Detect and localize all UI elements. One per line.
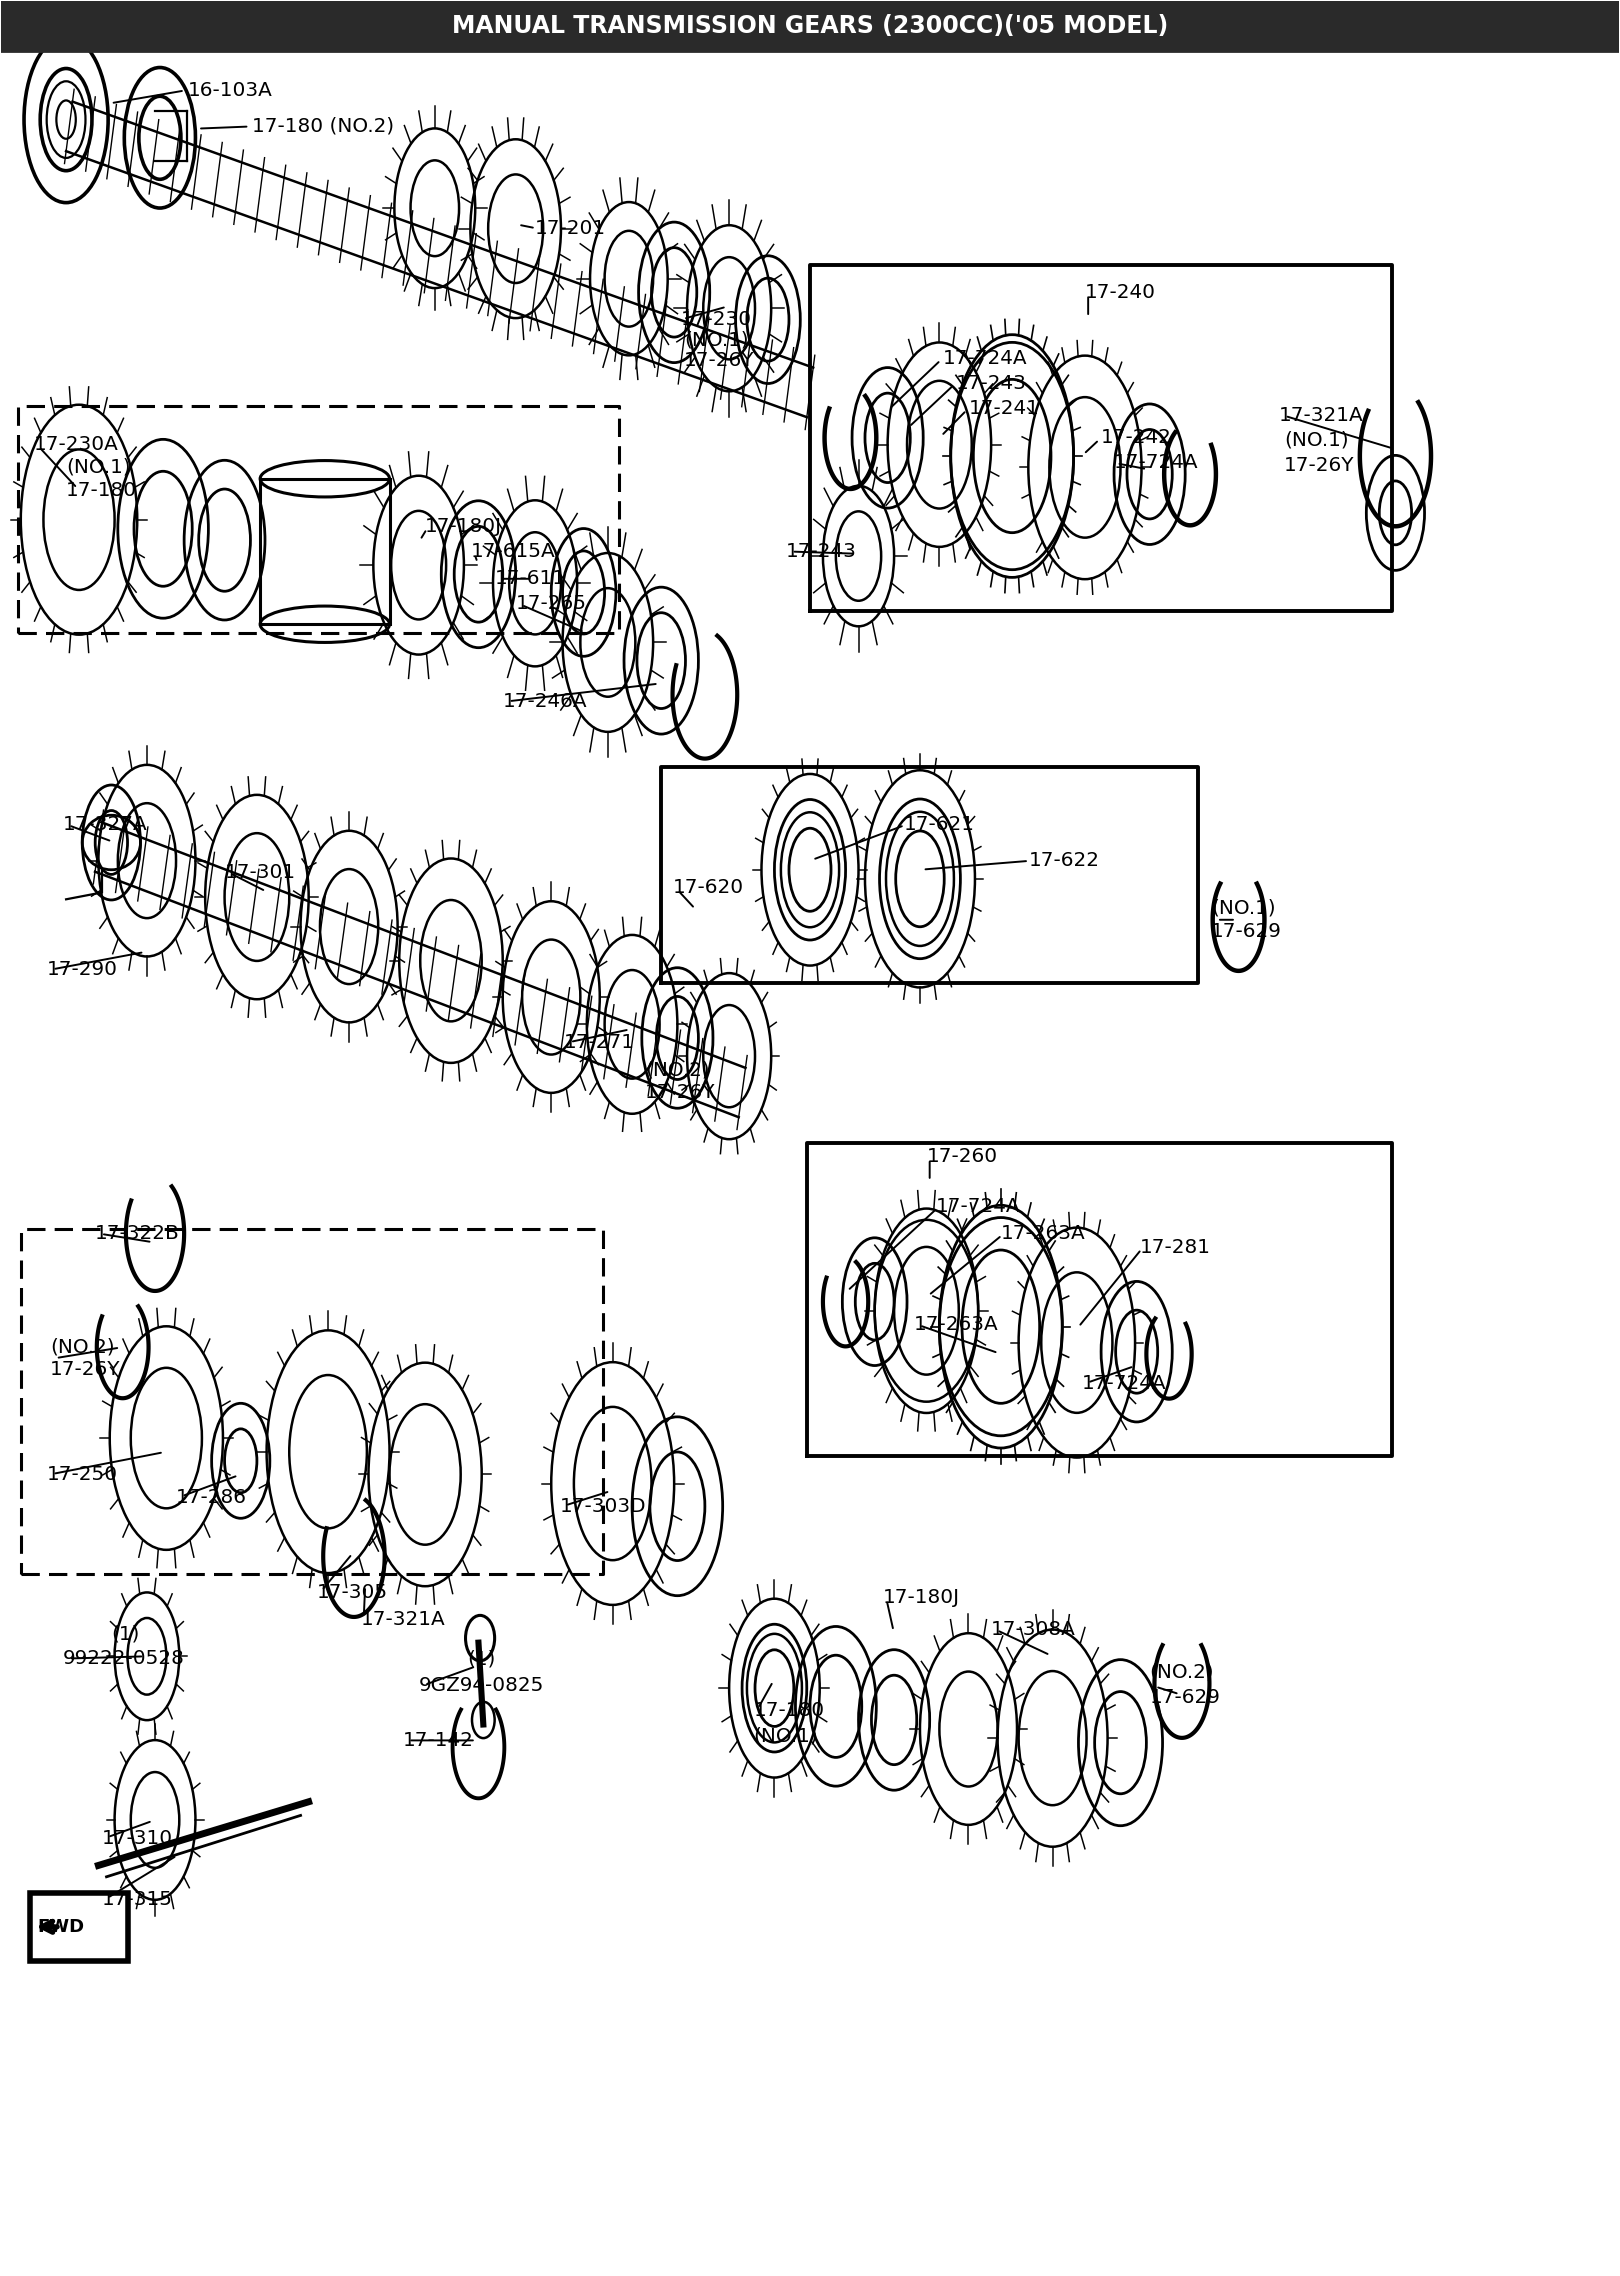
Text: 17-281: 17-281	[1140, 1238, 1210, 1256]
Text: 17-180J: 17-180J	[424, 517, 502, 537]
Text: (1): (1)	[112, 1625, 139, 1643]
Text: (NO.1): (NO.1)	[1212, 899, 1275, 917]
Text: 17-250: 17-250	[47, 1466, 118, 1484]
Text: 17-286: 17-286	[177, 1489, 246, 1507]
Text: 17-622: 17-622	[1029, 851, 1100, 869]
Text: 17-201: 17-201	[535, 218, 606, 239]
Text: 17-629: 17-629	[1150, 1689, 1220, 1707]
Text: 17-180: 17-180	[753, 1702, 825, 1721]
Text: 17-260: 17-260	[927, 1147, 998, 1165]
Text: 17-242: 17-242	[1102, 428, 1171, 448]
Text: 17-724A: 17-724A	[1082, 1375, 1166, 1393]
Text: 17-308A: 17-308A	[991, 1621, 1076, 1639]
Text: (NO.2): (NO.2)	[645, 1061, 710, 1079]
Text: 17-290: 17-290	[47, 960, 118, 979]
Text: 17-327A: 17-327A	[63, 815, 147, 833]
Text: 17-620: 17-620	[672, 879, 744, 897]
Text: 17-301: 17-301	[225, 863, 296, 881]
Text: 17-26Y: 17-26Y	[684, 351, 755, 371]
Text: 17-246A: 17-246A	[502, 692, 586, 710]
Text: 17-321A: 17-321A	[1280, 405, 1364, 426]
Text: 17-180 (NO.2): 17-180 (NO.2)	[253, 116, 394, 137]
Text: (NO.1): (NO.1)	[1283, 430, 1348, 451]
Bar	[31, 1894, 128, 1962]
Text: 17-243: 17-243	[786, 542, 857, 560]
Text: 17-621: 17-621	[904, 815, 975, 833]
Text: 99222-0528: 99222-0528	[63, 1650, 185, 1668]
Text: 17-724A: 17-724A	[1115, 453, 1199, 473]
Text: 17-26Y: 17-26Y	[1283, 455, 1354, 476]
Text: (NO.2): (NO.2)	[1150, 1664, 1215, 1682]
Text: 16-103A: 16-103A	[188, 80, 272, 100]
Text: 17-230A: 17-230A	[34, 435, 118, 455]
Text: 17-315: 17-315	[102, 1889, 173, 1910]
Text: MANUAL TRANSMISSION GEARS (2300CC)('05 MODEL): MANUAL TRANSMISSION GEARS (2300CC)('05 M…	[452, 14, 1168, 39]
Text: 17-180: 17-180	[66, 480, 138, 501]
Text: 17-303D: 17-303D	[559, 1498, 646, 1516]
Text: (NO.1): (NO.1)	[66, 457, 131, 478]
Text: FWD: FWD	[37, 1919, 84, 1937]
Text: 17-310: 17-310	[102, 1828, 173, 1848]
Text: 17-243: 17-243	[956, 373, 1027, 394]
Text: 17-263A: 17-263A	[1001, 1224, 1085, 1243]
Text: (NO.2): (NO.2)	[50, 1338, 115, 1356]
Text: (NO.1): (NO.1)	[753, 1727, 818, 1746]
Text: 17-305: 17-305	[318, 1584, 387, 1602]
Text: 17-26Y: 17-26Y	[50, 1361, 120, 1379]
Text: 17-230: 17-230	[680, 310, 752, 330]
Text: 17-142: 17-142	[402, 1732, 473, 1750]
Text: 17-180J: 17-180J	[883, 1589, 961, 1607]
Bar	[2, 2, 1618, 52]
Text: 9GZ94-0825: 9GZ94-0825	[418, 1677, 544, 1696]
Bar	[261, 478, 389, 624]
Text: 17-321A: 17-321A	[360, 1611, 446, 1630]
Text: 17-724A: 17-724A	[943, 348, 1027, 369]
Text: 17-241: 17-241	[969, 398, 1040, 419]
Text: 17-271: 17-271	[564, 1033, 635, 1052]
Text: 17-265: 17-265	[515, 594, 586, 612]
Text: 17-629: 17-629	[1212, 922, 1281, 940]
Text: (1): (1)	[467, 1650, 496, 1668]
Text: 17-240: 17-240	[1085, 282, 1157, 303]
Text: 17-26Y: 17-26Y	[645, 1083, 716, 1102]
Text: 17-615A: 17-615A	[470, 542, 556, 560]
Text: 17-724A: 17-724A	[936, 1197, 1021, 1215]
Text: 17-322B: 17-322B	[96, 1224, 180, 1243]
Text: 17-263A: 17-263A	[914, 1316, 998, 1334]
Text: 17-611: 17-611	[494, 569, 565, 587]
Text: (NO.1): (NO.1)	[684, 330, 748, 351]
